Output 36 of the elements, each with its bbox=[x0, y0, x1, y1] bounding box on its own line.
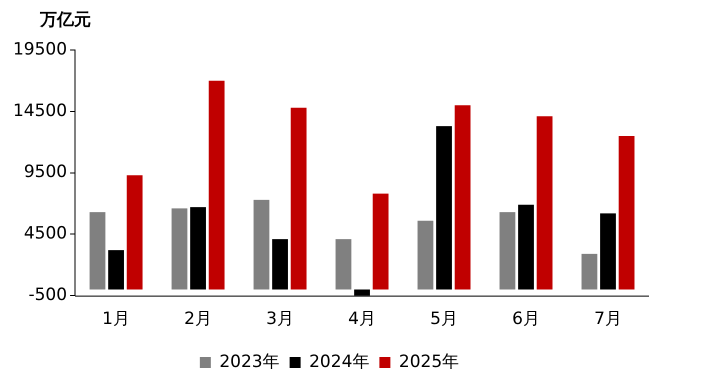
y-tick-label: 9500 bbox=[24, 162, 68, 182]
bar bbox=[126, 175, 143, 290]
y-tick-label: 19500 bbox=[12, 39, 68, 60]
legend-label: 2025年 bbox=[398, 352, 460, 372]
bar bbox=[418, 220, 434, 290]
bar bbox=[500, 212, 516, 290]
bar bbox=[254, 200, 270, 290]
bar bbox=[290, 108, 307, 290]
bar bbox=[172, 208, 188, 290]
legend-label: 2023年 bbox=[219, 352, 280, 372]
x-tick-label: 6月 bbox=[512, 309, 540, 330]
bar bbox=[108, 250, 124, 290]
x-tick-label: 1月 bbox=[102, 309, 130, 330]
bar bbox=[272, 239, 288, 290]
bar bbox=[536, 116, 552, 290]
y-tick-label: -500 bbox=[28, 285, 68, 306]
y-axis-title: 万亿元 bbox=[40, 9, 91, 31]
bar bbox=[372, 194, 389, 290]
x-tick-label: 2月 bbox=[184, 309, 212, 330]
bar bbox=[618, 136, 634, 290]
bar bbox=[582, 254, 598, 290]
bar bbox=[90, 212, 106, 290]
x-tick-label: 7月 bbox=[594, 309, 622, 330]
bar bbox=[518, 204, 534, 290]
bar bbox=[436, 126, 452, 290]
y-tick-label: 4500 bbox=[24, 224, 68, 244]
x-tick-label: 3月 bbox=[266, 309, 294, 330]
bar bbox=[208, 80, 225, 290]
x-tick-label: 4月 bbox=[348, 309, 376, 330]
bar bbox=[454, 105, 471, 290]
bar bbox=[190, 207, 206, 290]
bar bbox=[336, 239, 352, 290]
legend-label: 2024年 bbox=[309, 352, 370, 372]
y-tick-label: 14500 bbox=[12, 100, 68, 121]
bar bbox=[600, 213, 616, 290]
x-tick-label: 5月 bbox=[430, 309, 458, 330]
